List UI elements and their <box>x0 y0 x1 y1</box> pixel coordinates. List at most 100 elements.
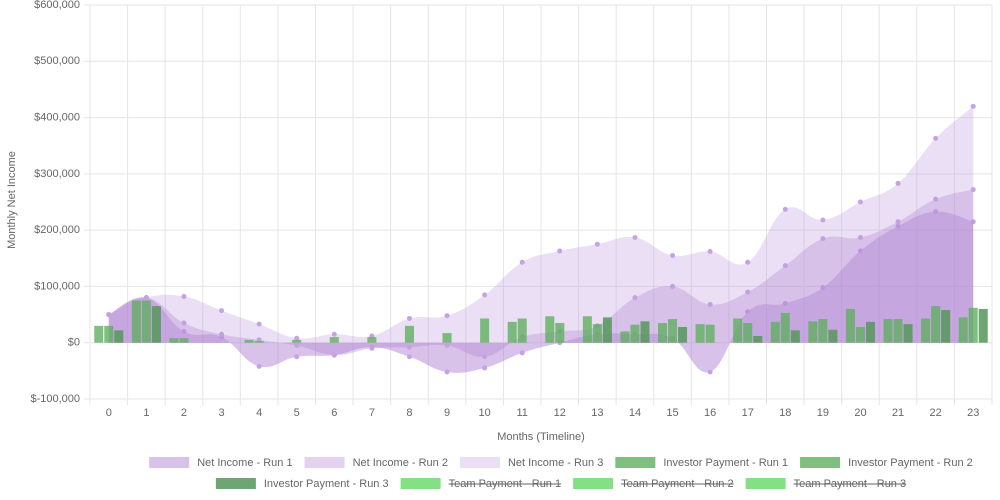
bar <box>921 318 931 343</box>
bar <box>141 300 151 343</box>
bar <box>94 325 104 343</box>
point <box>256 321 262 327</box>
point <box>557 248 563 254</box>
point <box>970 187 976 193</box>
point <box>482 365 488 371</box>
legend-swatch <box>800 457 841 468</box>
area <box>108 106 974 343</box>
y-tick-label: $600,000 <box>34 0 80 11</box>
point <box>219 331 225 337</box>
point <box>219 308 225 314</box>
legend-label: Net Income - Run 3 <box>508 457 603 469</box>
bar <box>968 307 978 343</box>
legend-swatch <box>459 457 500 468</box>
bar <box>131 300 141 343</box>
x-tick-label: 19 <box>817 407 829 419</box>
legend-item: Investor Payment - Run 2 <box>800 457 973 469</box>
bar <box>592 324 602 343</box>
point <box>895 180 901 186</box>
point <box>331 331 337 337</box>
bar <box>678 326 688 343</box>
point <box>294 335 300 341</box>
point <box>444 369 450 375</box>
bar <box>958 317 968 343</box>
bar <box>978 308 988 343</box>
bar <box>808 321 818 343</box>
point <box>933 135 939 141</box>
x-tick-label: 4 <box>256 407 262 419</box>
point <box>857 234 863 240</box>
point <box>820 285 826 291</box>
bar <box>695 324 705 343</box>
y-tick-label: $500,000 <box>34 55 80 67</box>
area <box>108 189 974 357</box>
bar <box>883 319 893 343</box>
bar <box>705 324 715 343</box>
bar <box>555 323 565 343</box>
bar <box>743 323 753 343</box>
legend-label: Investor Payment - Run 3 <box>264 478 389 490</box>
point <box>256 363 262 369</box>
x-tick-label: 3 <box>218 407 224 419</box>
point <box>181 320 187 326</box>
bar <box>640 321 650 343</box>
point <box>782 263 788 269</box>
legend-item: Team Payment - Run 3 <box>745 478 907 490</box>
legend-swatch <box>615 457 656 468</box>
point <box>143 295 149 301</box>
point <box>670 252 676 258</box>
bar <box>658 323 668 343</box>
point <box>895 223 901 229</box>
bar <box>865 321 875 343</box>
legend-item: Investor Payment - Run 3 <box>215 478 389 490</box>
bar <box>254 341 264 343</box>
x-axis-title: Months (Timeline) <box>497 431 585 443</box>
x-tick-label: 11 <box>516 407 527 419</box>
point <box>970 219 976 225</box>
point <box>482 292 488 298</box>
bar <box>545 316 555 343</box>
point <box>782 300 788 306</box>
x-tick-label: 6 <box>331 407 337 419</box>
legend-label: Investor Payment - Run 1 <box>663 457 788 469</box>
legend-label: Net Income - Run 1 <box>197 457 292 469</box>
legend-item: Net Income - Run 3 <box>459 457 603 469</box>
point <box>181 328 187 334</box>
bar <box>893 319 903 343</box>
legend-label: Net Income - Run 2 <box>353 457 448 469</box>
point <box>895 219 901 225</box>
point <box>482 354 488 360</box>
point <box>707 369 713 375</box>
point <box>707 301 713 307</box>
bar <box>753 335 763 343</box>
area <box>108 211 974 373</box>
x-tick-label: 16 <box>704 407 716 419</box>
point <box>933 209 939 215</box>
y-tick-label: $300,000 <box>34 168 80 180</box>
point <box>369 345 375 351</box>
bar <box>733 318 743 343</box>
point <box>331 352 337 358</box>
bar <box>169 338 179 343</box>
point <box>406 354 412 360</box>
legend-item: Net Income - Run 1 <box>149 457 293 469</box>
bar <box>151 306 161 343</box>
x-tick-label: 7 <box>369 407 375 419</box>
point <box>519 259 525 265</box>
x-tick-label: 20 <box>854 407 866 419</box>
point <box>857 199 863 205</box>
bar <box>931 306 941 343</box>
bar <box>790 330 800 343</box>
y-tick-label: $0 <box>68 337 80 349</box>
x-tick-label: 1 <box>143 407 149 419</box>
y-tick-label: $100,000 <box>34 280 80 292</box>
bar <box>507 321 517 343</box>
bar <box>770 321 780 343</box>
point <box>294 354 300 360</box>
y-tick-label: $400,000 <box>34 111 80 123</box>
point <box>745 309 751 315</box>
point <box>820 217 826 223</box>
point <box>745 259 751 265</box>
bar <box>582 316 592 343</box>
